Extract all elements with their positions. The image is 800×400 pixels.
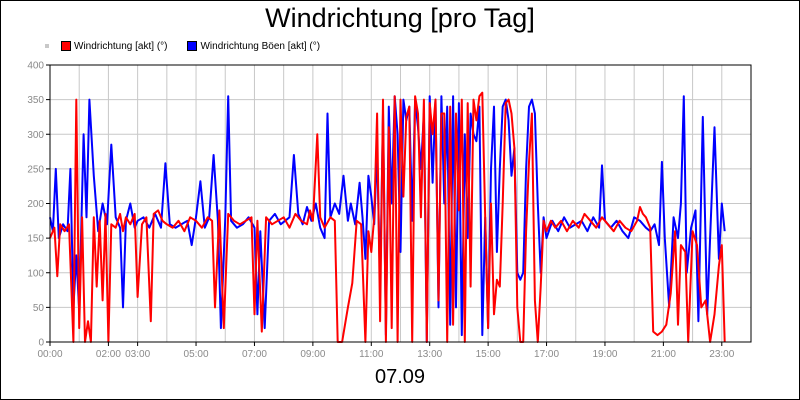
legend-label-series-2: Windrichtung Böen [akt] (°) bbox=[200, 40, 321, 52]
legend-label-series-1: Windrichtung [akt] (°) bbox=[74, 40, 168, 52]
y-tick-label: 250 bbox=[27, 164, 44, 175]
y-tick-label: 200 bbox=[27, 199, 44, 210]
chart-title: Windrichtung [pro Tag] bbox=[265, 3, 535, 33]
x-tick-label: 19:00 bbox=[592, 349, 617, 360]
legend: Windrichtung [akt] (°) Windrichtung Böen… bbox=[45, 39, 340, 53]
y-tick-label: 0 bbox=[38, 338, 44, 349]
x-tick-label: 09:00 bbox=[300, 349, 325, 360]
y-tick-label: 350 bbox=[27, 95, 44, 106]
legend-swatch-series-1 bbox=[61, 41, 71, 51]
x-tick-label: 17:00 bbox=[534, 349, 559, 360]
x-tick-label: 03:00 bbox=[125, 349, 150, 360]
x-tick-label: 15:00 bbox=[476, 349, 501, 360]
series-line-2 bbox=[49, 95, 726, 343]
legend-item-series-2[interactable]: Windrichtung Böen [akt] (°) bbox=[187, 41, 320, 52]
legend-swatch-series-2 bbox=[187, 41, 198, 51]
x-tick-label: 02:00 bbox=[96, 349, 121, 360]
x-tick-label: 23:00 bbox=[709, 349, 734, 360]
y-tick-label: 400 bbox=[27, 61, 44, 72]
x-tick-label: 13:00 bbox=[417, 349, 442, 360]
series-lines bbox=[49, 91, 726, 343]
y-tick-label: 300 bbox=[27, 130, 44, 141]
x-tick-label: 05:00 bbox=[184, 349, 209, 360]
x-axis-label: 07.09 bbox=[374, 366, 426, 388]
x-tick-label: 07:00 bbox=[242, 349, 267, 360]
legend-toggle-dot[interactable] bbox=[45, 44, 49, 48]
y-tick-label: 100 bbox=[27, 268, 44, 279]
y-tick-label: 150 bbox=[27, 234, 44, 245]
legend-item-series-1[interactable]: Windrichtung [akt] (°) bbox=[61, 41, 167, 52]
plot-border bbox=[49, 64, 752, 343]
axes: 0 50 100 150 200 250 300 350 400 00:00 02:00 03:00 0… bbox=[27, 61, 752, 360]
x-tick-label: 21:00 bbox=[651, 349, 676, 360]
y-tick-label: 50 bbox=[33, 303, 45, 314]
x-tick-label: 00:00 bbox=[37, 349, 62, 360]
x-tick-label: 11:00 bbox=[359, 349, 384, 360]
series-line-1 bbox=[49, 91, 726, 343]
